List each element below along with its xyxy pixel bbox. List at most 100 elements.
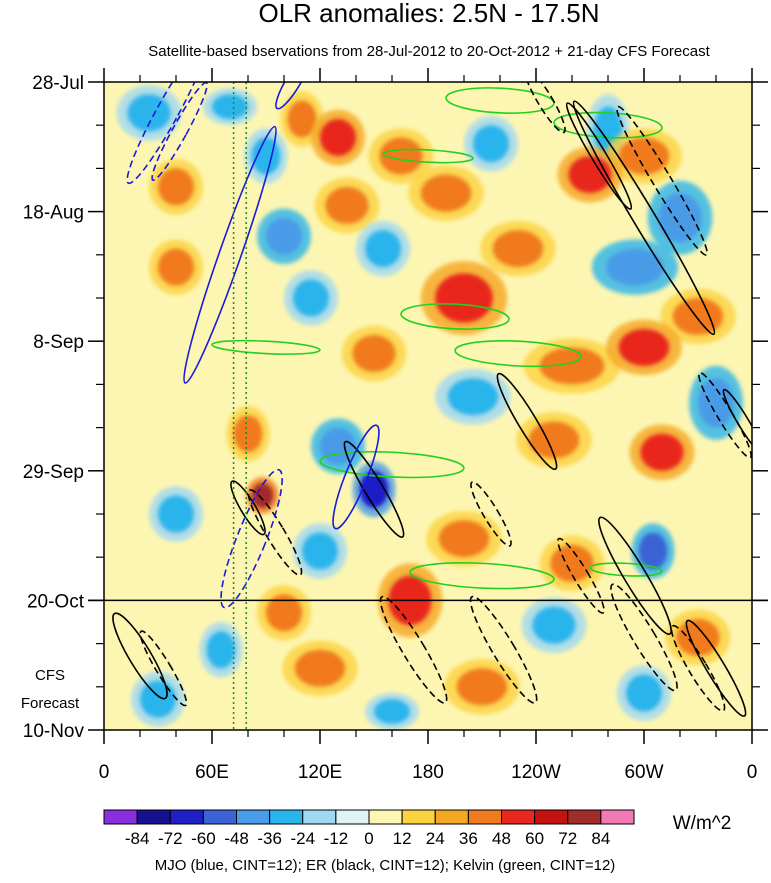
- kelvin-contour: [319, 450, 465, 479]
- anomaly-patch: [158, 168, 194, 206]
- er-contour: [610, 583, 678, 692]
- x-tick-label: 120E: [298, 762, 342, 783]
- colorbar-label: 24: [426, 829, 445, 848]
- kelvin-contour: [382, 148, 474, 164]
- anomaly-patch: [251, 137, 281, 175]
- colorbar-swatch: [269, 809, 304, 825]
- anomaly-patch: [293, 279, 329, 317]
- colorbar-label: 0: [364, 829, 373, 848]
- colorbar-swatch: [467, 809, 502, 825]
- y-tick-label: 29-Sep: [23, 462, 84, 483]
- y-tick-label: 20-Oct: [27, 591, 85, 612]
- y-tick-label: 28-Jul: [32, 73, 84, 94]
- colorbar-swatch: [236, 809, 271, 825]
- x-tick-label: 0: [747, 762, 758, 783]
- colorbar-swatch: [103, 809, 138, 825]
- colorbar-swatch: [434, 809, 469, 825]
- anomaly-patch: [127, 94, 171, 132]
- colorbar-swatch: [534, 809, 569, 825]
- colorbar-swatch: [501, 809, 536, 825]
- anomaly-patch: [698, 378, 734, 428]
- mjo-contour: [332, 424, 380, 530]
- anomaly-patch: [320, 119, 356, 157]
- anomaly-patch: [626, 674, 662, 712]
- anomaly-patch: [438, 520, 490, 558]
- anomaly-patch: [325, 186, 369, 224]
- anomaly-patch: [640, 433, 684, 471]
- colorbar-label: -48: [224, 829, 249, 848]
- anomaly-patch: [266, 217, 302, 255]
- er-contour: [722, 388, 752, 455]
- anomaly-patch: [568, 156, 612, 194]
- chart-subtitle: Satellite-based bservations from 28-Jul-…: [148, 43, 710, 60]
- anomaly-patch: [294, 649, 346, 687]
- er-contour: [565, 102, 633, 210]
- colorbar-label: -12: [324, 829, 349, 848]
- colorbar-label: -24: [290, 829, 315, 848]
- x-tick-label: 0: [99, 762, 110, 783]
- colorbar-label: -36: [257, 829, 282, 848]
- colorbar-swatch: [302, 809, 337, 825]
- anomaly-patch: [212, 94, 248, 120]
- anomaly-patch: [379, 137, 423, 175]
- anomaly-patch: [473, 125, 509, 163]
- er-contour: [470, 481, 512, 547]
- mjo-contour: [275, 82, 311, 110]
- er-contour: [598, 516, 672, 635]
- anomaly-patch: [672, 298, 724, 336]
- anomaly-patch: [456, 668, 508, 706]
- anomaly-patch: [539, 347, 605, 385]
- colorbar-label: -60: [191, 829, 216, 848]
- anomaly-patch: [302, 532, 338, 570]
- colorbar-swatch: [202, 809, 237, 825]
- er-contour: [670, 624, 726, 712]
- colorbar-label: 60: [525, 829, 544, 848]
- x-tick-label: 60W: [624, 762, 663, 783]
- anomaly-patch: [550, 544, 594, 582]
- wave-contours: [112, 82, 752, 730]
- anomaly-patch: [320, 427, 356, 465]
- anomaly-patch: [158, 495, 194, 533]
- anomaly-patch: [266, 594, 302, 632]
- y-tick-label: 10-Nov: [23, 721, 85, 742]
- anomaly-patch: [606, 248, 664, 286]
- anomaly-patch: [287, 100, 317, 138]
- y-tick-label: 18-Aug: [23, 203, 84, 224]
- x-tick-label: 60E: [195, 762, 229, 783]
- anomaly-patch: [618, 328, 670, 366]
- er-contour: [524, 82, 566, 134]
- anomaly-patch: [447, 378, 499, 416]
- er-contour: [343, 440, 405, 538]
- colorbar-swatch: [401, 809, 436, 825]
- anomaly-patch: [140, 680, 176, 718]
- colorbar-swatch: [567, 809, 602, 825]
- kelvin-contour: [553, 111, 663, 139]
- er-contour: [496, 372, 558, 471]
- anomaly-patch: [233, 415, 263, 453]
- colorbar-label: -72: [158, 829, 183, 848]
- kelvin-contour: [400, 303, 510, 330]
- kelvin-contour: [445, 87, 555, 114]
- mjo-contour: [220, 468, 283, 609]
- mjo-contour: [183, 125, 277, 384]
- er-contour: [112, 612, 168, 700]
- kelvin-contour: [211, 339, 321, 355]
- anomaly-patch: [251, 483, 274, 508]
- colorbar-swatch: [335, 809, 370, 825]
- olr-anomaly-field: [116, 85, 743, 730]
- forecast-label-line1: CFS: [35, 667, 65, 684]
- colorbar-swatch: [368, 809, 403, 825]
- kelvin-contour: [454, 340, 582, 368]
- chart-title: OLR anomalies: 2.5N - 17.5N: [258, 0, 599, 28]
- colorbar-label: 12: [393, 829, 412, 848]
- er-contour: [685, 619, 747, 717]
- anomaly-patch: [374, 699, 410, 724]
- er-contour: [139, 630, 188, 707]
- colorbar-label: 48: [492, 829, 511, 848]
- colorbar-swatch: [600, 809, 635, 825]
- x-tick-label: 120W: [511, 762, 561, 783]
- anomaly-patch: [206, 631, 236, 669]
- forecast-label-line2: Forecast: [21, 695, 80, 712]
- colorbar-swatch: [169, 809, 204, 825]
